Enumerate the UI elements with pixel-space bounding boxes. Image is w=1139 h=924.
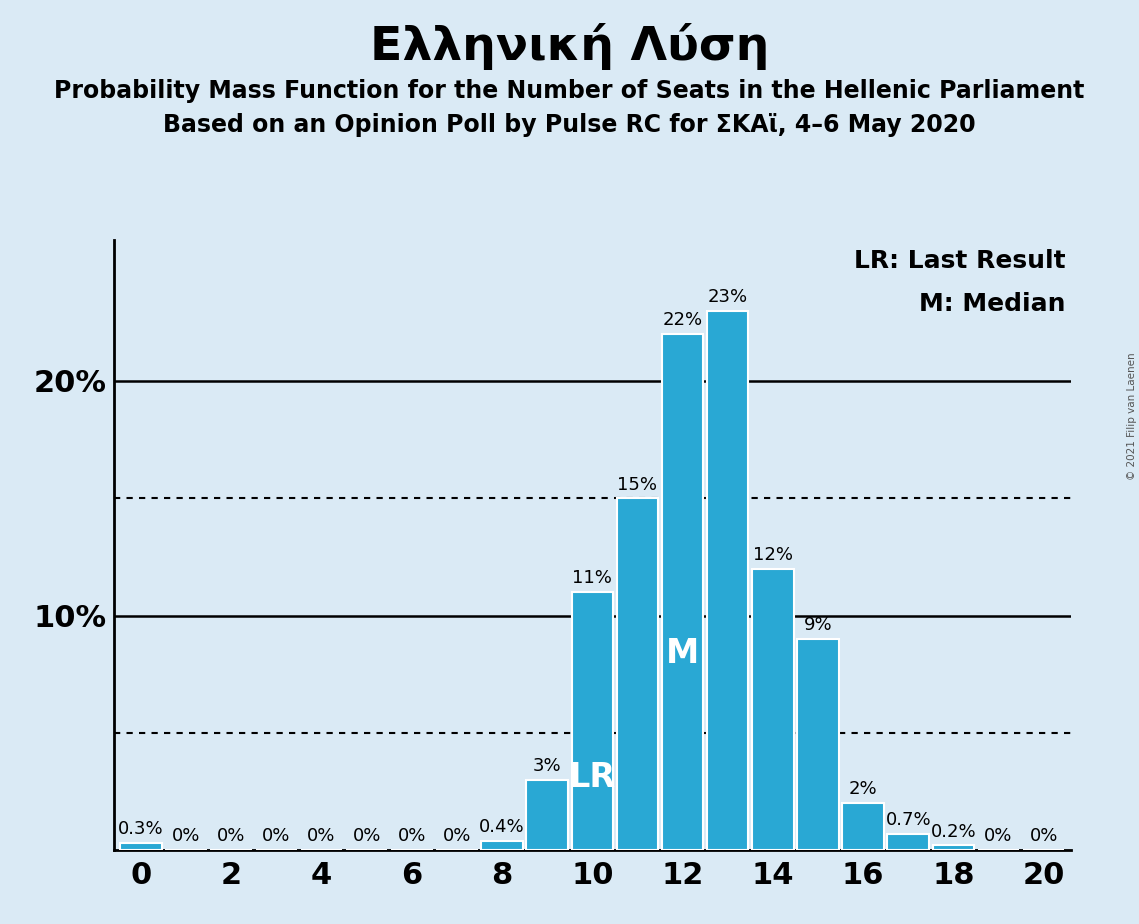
Text: 22%: 22% (663, 311, 703, 329)
Text: 0%: 0% (308, 827, 336, 845)
Text: 0%: 0% (1030, 827, 1058, 845)
Text: Probability Mass Function for the Number of Seats in the Hellenic Parliament: Probability Mass Function for the Number… (55, 79, 1084, 103)
Bar (121, 843, 162, 850)
Text: 0%: 0% (443, 827, 472, 845)
Text: 3%: 3% (533, 757, 562, 775)
Text: 0.3%: 0.3% (118, 821, 164, 838)
Text: Based on an Opinion Poll by Pulse RC for ΣΚΑϊ, 4–6 May 2020: Based on an Opinion Poll by Pulse RC for… (163, 113, 976, 137)
Bar (843, 803, 884, 850)
Bar (482, 841, 523, 850)
Bar (887, 833, 929, 850)
Bar (572, 592, 613, 850)
Text: © 2021 Filip van Laenen: © 2021 Filip van Laenen (1126, 352, 1137, 480)
Text: 0.4%: 0.4% (480, 818, 525, 836)
Text: LR: LR (568, 761, 616, 795)
Text: 0%: 0% (352, 827, 380, 845)
Bar (797, 639, 838, 850)
Bar (662, 334, 703, 850)
Text: 0.2%: 0.2% (931, 822, 976, 841)
Text: 0%: 0% (984, 827, 1013, 845)
Bar (616, 498, 658, 850)
Text: 23%: 23% (707, 288, 747, 306)
Text: 11%: 11% (572, 569, 613, 588)
Text: 12%: 12% (753, 546, 793, 564)
Text: M: M (666, 638, 699, 671)
Text: 2%: 2% (849, 781, 877, 798)
Bar (933, 845, 974, 850)
Bar (526, 780, 568, 850)
Text: 9%: 9% (804, 616, 833, 634)
Text: 0.7%: 0.7% (885, 811, 931, 829)
Text: 0%: 0% (218, 827, 245, 845)
Text: M: Median: M: Median (919, 292, 1066, 316)
Bar (707, 310, 748, 850)
Text: 15%: 15% (617, 476, 657, 493)
Text: 0%: 0% (262, 827, 290, 845)
Bar (752, 568, 794, 850)
Text: 0%: 0% (172, 827, 200, 845)
Text: Ελληνική Λύση: Ελληνική Λύση (370, 23, 769, 70)
Text: 0%: 0% (398, 827, 426, 845)
Text: LR: Last Result: LR: Last Result (854, 249, 1066, 274)
